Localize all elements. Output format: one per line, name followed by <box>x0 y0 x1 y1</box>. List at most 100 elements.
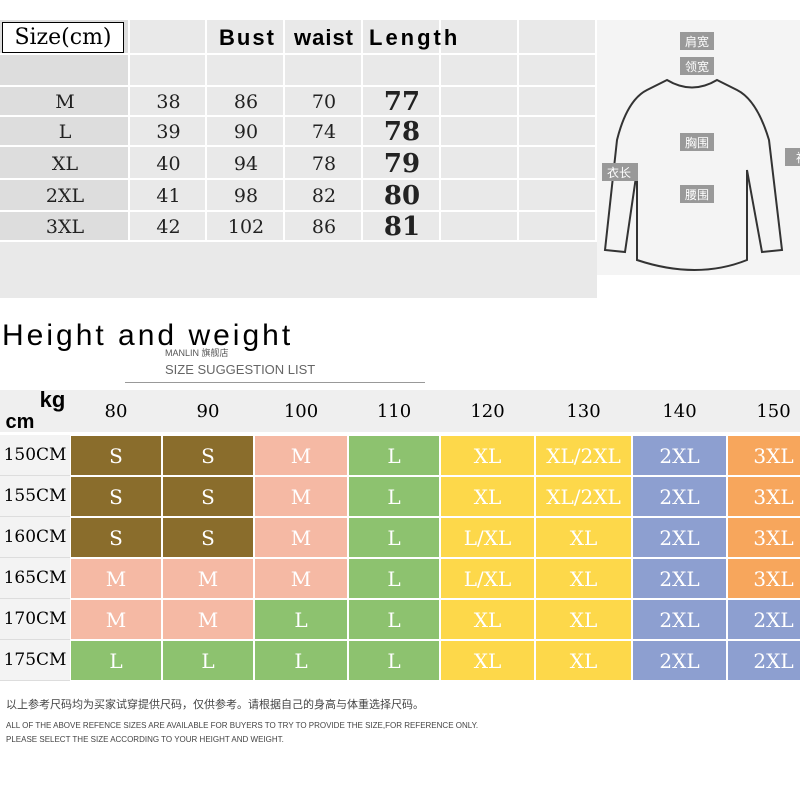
diagram-label: 衣长 <box>606 165 631 180</box>
size-label: XL <box>51 152 79 175</box>
size-value: 79 <box>383 148 421 179</box>
cell <box>130 20 207 55</box>
diagram-label: 腰围 <box>684 187 709 202</box>
size-cell: 3XL <box>727 435 800 476</box>
size-cell: M <box>162 558 254 599</box>
weight-header: 130 <box>566 400 601 422</box>
diagram-label: 肩宽 <box>684 34 709 49</box>
size-label: M <box>55 91 75 113</box>
size-value: 82 <box>311 185 337 207</box>
size-cell: 2XL <box>632 517 727 558</box>
size-cell: S <box>70 435 162 476</box>
weight-header: 140 <box>662 400 697 422</box>
header: Length <box>369 24 461 50</box>
diagram-label: 胸围 <box>684 135 709 150</box>
height-label: 175CM <box>0 640 70 681</box>
cell <box>0 87 130 117</box>
size-cell: L <box>348 640 440 681</box>
size-cell: XL <box>440 599 535 640</box>
logo-subtitle: SIZE SUGGESTION LIST <box>165 361 316 377</box>
cell <box>363 147 441 180</box>
cell <box>441 117 519 147</box>
size-value: 38 <box>156 91 181 113</box>
cell <box>130 180 207 212</box>
size-value: 78 <box>383 117 421 147</box>
section-title: Height and weight <box>2 319 294 352</box>
size-value: 70 <box>311 91 337 113</box>
size-cell: L <box>348 435 440 476</box>
cell <box>130 147 207 180</box>
cell <box>441 212 519 242</box>
weight-header: 100 <box>283 400 319 422</box>
size-cell: XL/2XL <box>535 435 632 476</box>
size-value: 86 <box>233 91 259 113</box>
size-cell: XL <box>535 517 632 558</box>
size-cell: S <box>70 476 162 517</box>
cell <box>519 147 597 180</box>
cell <box>207 55 285 87</box>
weight-header: 80 <box>104 400 128 422</box>
size-cell: M <box>254 476 348 517</box>
size-cell: L <box>70 640 162 681</box>
cell <box>441 55 519 87</box>
cell <box>363 212 441 242</box>
size-value: 102 <box>227 216 265 238</box>
size-value: 98 <box>233 185 259 207</box>
cell <box>207 212 285 242</box>
size-label: L <box>58 121 72 143</box>
size-value: 74 <box>311 121 337 143</box>
cm-label: cm <box>5 410 35 433</box>
cell <box>285 117 363 147</box>
size-cell: L <box>348 517 440 558</box>
size-cell: M <box>254 517 348 558</box>
header-row <box>0 390 800 432</box>
size-value: 39 <box>156 121 181 143</box>
header: waist <box>293 24 355 50</box>
cell <box>130 55 207 87</box>
cell <box>207 180 285 212</box>
size-cell: 2XL <box>632 435 727 476</box>
header: Bust <box>219 24 276 50</box>
cell <box>0 147 130 180</box>
cell <box>130 87 207 117</box>
cell <box>0 212 130 242</box>
size-value: 40 <box>156 152 181 175</box>
cell <box>130 117 207 147</box>
size-cell: 2XL <box>727 599 800 640</box>
cell <box>363 20 441 55</box>
cell <box>207 87 285 117</box>
size-cell: M <box>162 599 254 640</box>
cell <box>441 180 519 212</box>
size-cell: 3XL <box>727 558 800 599</box>
size-cell: S <box>162 517 254 558</box>
size-cell: L <box>162 640 254 681</box>
size-value: 77 <box>383 87 421 117</box>
cell <box>441 147 519 180</box>
size-cell: M <box>70 599 162 640</box>
cell <box>207 20 285 55</box>
height-label: 155CM <box>0 476 70 517</box>
cell <box>285 212 363 242</box>
size-cell: M <box>254 558 348 599</box>
size-cell: L/XL <box>440 558 535 599</box>
cell <box>285 20 363 55</box>
note: 以上参考尺码均为买家试穿提供尺码，仅供参考。请根据自己的身高与体重选择尺码。 <box>6 699 424 711</box>
cell <box>363 87 441 117</box>
diagram-label: 袖 <box>785 148 800 166</box>
size-value: 94 <box>233 152 259 175</box>
size-label: 2XL <box>45 185 85 207</box>
size-cell: XL <box>440 640 535 681</box>
weight-header: 150 <box>756 400 791 422</box>
height-label: 165CM <box>0 558 70 599</box>
size-value: 80 <box>383 181 421 211</box>
weight-header: 120 <box>470 400 505 422</box>
size-value: 81 <box>383 212 421 242</box>
size-label: 3XL <box>45 216 85 238</box>
size-cell: XL <box>440 476 535 517</box>
weight-header: 90 <box>196 400 220 422</box>
size-cell: L <box>348 476 440 517</box>
note: ALL OF THE ABOVE REFENCE SIZES ARE AVAIL… <box>6 720 479 730</box>
cell <box>441 20 519 55</box>
weight-header: 110 <box>376 400 412 422</box>
